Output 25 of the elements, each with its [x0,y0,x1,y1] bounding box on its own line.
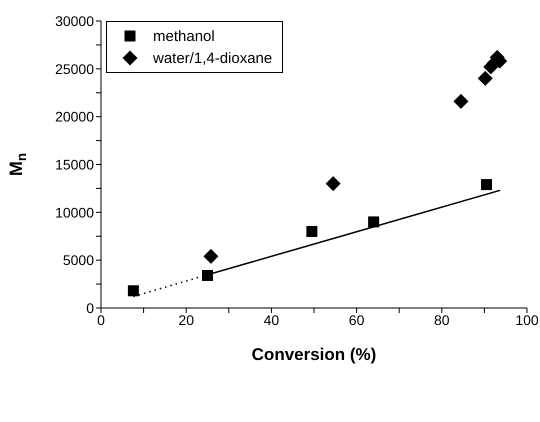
y-tick-label: 30000 [55,12,94,29]
y-tick-label: 20000 [55,108,94,125]
x-tick-label: 40 [264,312,280,328]
y-tick-label: 0 [86,300,94,316]
x-axis-title: Conversion (%) [252,345,376,364]
x-tick-label: 80 [434,312,450,328]
point [128,285,139,296]
point [478,70,493,86]
y-tick-label: 15000 [55,156,94,172]
y-tick-label: 5000 [62,252,94,268]
y-tick-label: 10000 [55,204,94,220]
point [202,270,213,281]
x-tick-label: 0 [97,312,106,328]
x-tick-label: 60 [348,312,365,328]
legend-label: methanol [153,28,215,44]
point [306,226,318,237]
point [203,248,218,264]
x-tick-label: 100 [515,312,539,328]
x-tick-label: 20 [178,312,194,328]
y-tick-label: 25000 [55,60,94,77]
point [326,176,341,192]
point [368,216,380,228]
legend-label: water/1,4-dioxane [153,50,272,66]
point [453,94,468,109]
point [481,179,492,190]
